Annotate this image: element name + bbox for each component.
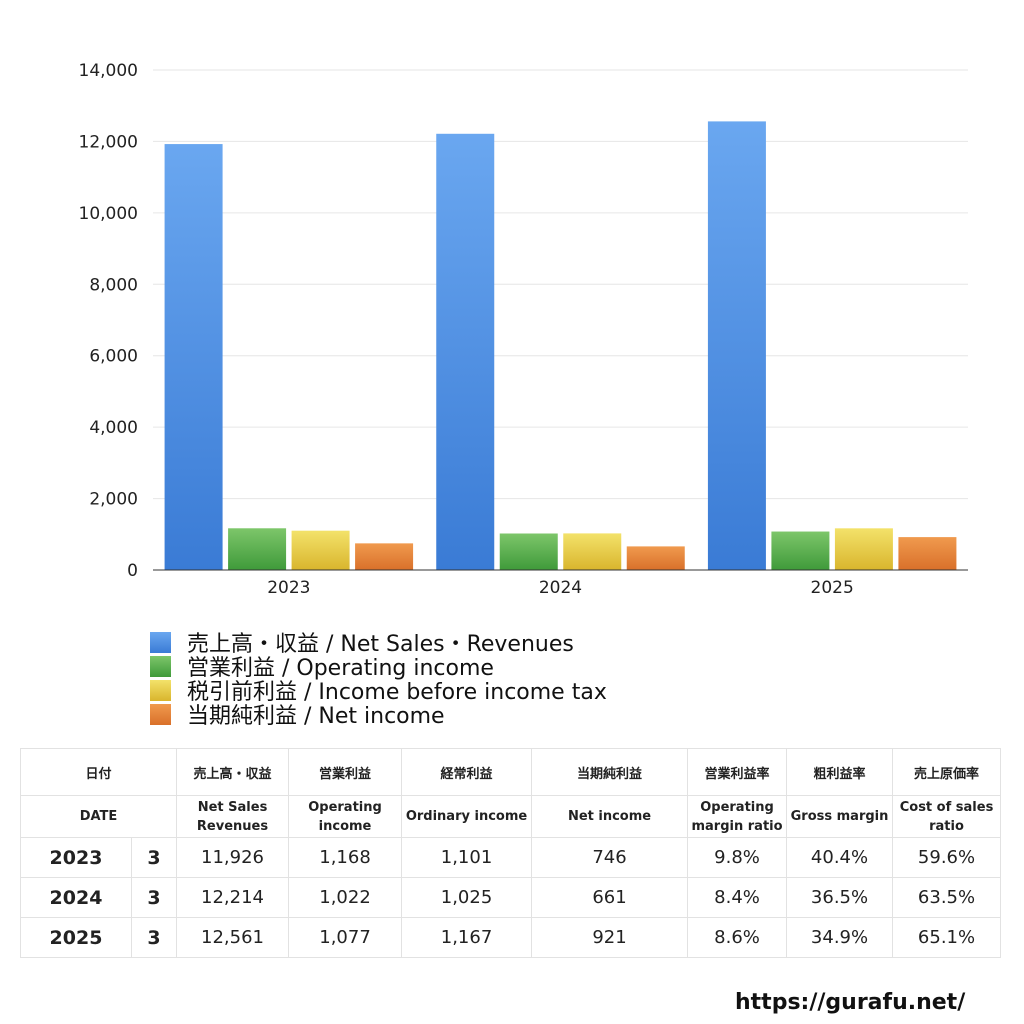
y-tick-label: 6,000: [89, 347, 138, 367]
header-operating-income-jp: 営業利益: [288, 748, 403, 796]
bar-net-income-2024: [626, 546, 685, 570]
cell-operating-income: 1,168: [288, 837, 403, 878]
row-year: 2024: [20, 877, 132, 918]
row-year: 2023: [20, 837, 132, 878]
cell-gross-margin: 36.5%: [786, 877, 894, 918]
bar-income-before-tax-2025: [834, 528, 893, 570]
cell-operating-margin: 8.4%: [687, 877, 788, 918]
cell-ordinary-income: 1,025: [401, 877, 533, 918]
cell-gross-margin: 40.4%: [786, 837, 894, 878]
header-date-jp: 日付: [19, 748, 178, 796]
x-tick-label: 2023: [267, 578, 310, 598]
cell-operating-income: 1,077: [288, 917, 403, 958]
bar-net-sales-2025: [707, 121, 766, 571]
y-tick-label: 12,000: [79, 132, 138, 152]
cell-net-sales: 12,214: [176, 877, 290, 918]
y-axis-ticks: 0 2,000 4,000 6,000 8,000 10,000 12,000 14,000: [79, 61, 138, 581]
row-year: 2025: [20, 917, 132, 958]
header-operating-margin-en: Operating margin ratio: [687, 795, 788, 838]
legend-item-income-before-tax: 税引前利益 / Income before income tax: [150, 678, 607, 705]
y-tick-label: 14,000: [79, 61, 138, 81]
table-header-en: DATE Net Sales Revenues Operating income…: [19, 795, 1002, 838]
cell-operating-margin: 9.8%: [687, 837, 788, 878]
bar-income-before-tax-2024: [563, 533, 622, 570]
bar-net-sales-2023: [164, 144, 223, 571]
cell-ordinary-income: 1,167: [401, 917, 533, 958]
header-gross-margin-en: Gross margin: [786, 795, 894, 838]
header-net-sales-en: Net Sales Revenues: [176, 795, 290, 838]
header-net-sales-jp: 売上高・収益: [176, 748, 290, 796]
cell-net-income: 661: [531, 877, 689, 918]
legend-label-operating-income: 営業利益 / Operating income: [187, 656, 494, 681]
bar-income-before-tax-2023: [291, 530, 350, 570]
header-operating-margin-jp: 営業利益率: [687, 748, 788, 796]
header-date-en: DATE: [19, 795, 178, 838]
cell-ordinary-income: 1,101: [401, 837, 533, 878]
bars: [164, 121, 957, 571]
financial-table: 日付 売上高・収益 営業利益 経常利益 当期純利益 営業利益率 粗利益率 売上原…: [19, 748, 1002, 958]
table-row: 2025 3 12,561 1,077 1,167 921 8.6% 34.9%…: [20, 917, 1002, 958]
cell-net-sales: 12,561: [176, 917, 290, 958]
bar-net-sales-2024: [436, 133, 495, 571]
x-tick-label: 2024: [539, 578, 582, 598]
bar-operating-income-2025: [771, 531, 830, 570]
y-tick-label: 4,000: [89, 418, 138, 438]
cell-net-sales: 11,926: [176, 837, 290, 878]
cell-gross-margin: 34.9%: [786, 917, 894, 958]
cell-cost-of-sales: 59.6%: [892, 837, 1002, 878]
legend-swatch-operating-income: [150, 655, 171, 677]
bar-operating-income-2023: [228, 528, 287, 570]
header-gross-margin-jp: 粗利益率: [786, 748, 894, 796]
cell-net-income: 746: [531, 837, 689, 878]
x-tick-label: 2025: [811, 578, 854, 598]
cell-cost-of-sales: 63.5%: [892, 877, 1002, 918]
table-header-jp: 日付 売上高・収益 営業利益 経常利益 当期純利益 営業利益率 粗利益率 売上原…: [19, 748, 1002, 796]
bar-net-income-2025: [898, 537, 957, 570]
row-month: 3: [130, 877, 178, 918]
legend-swatch-income-before-tax: [150, 679, 171, 701]
header-cost-of-sales-jp: 売上原価率: [892, 748, 1002, 796]
legend-item-net-income: 当期純利益 / Net income: [150, 702, 607, 729]
cell-net-income: 921: [531, 917, 689, 958]
legend-label-net-sales: 売上高・収益 / Net Sales・Revenues: [187, 632, 574, 657]
chart-legend: 売上高・収益 / Net Sales・Revenues 営業利益 / Opera…: [150, 630, 607, 729]
legend-swatch-net-sales: [150, 631, 171, 653]
y-tick-label: 0: [127, 561, 138, 581]
legend-item-net-sales: 売上高・収益 / Net Sales・Revenues: [150, 630, 607, 657]
cell-operating-margin: 8.6%: [687, 917, 788, 958]
y-tick-label: 2,000: [89, 490, 138, 510]
table-row: 2024 3 12,214 1,022 1,025 661 8.4% 36.5%…: [20, 877, 1002, 918]
header-operating-income-en: Operating income: [288, 795, 403, 838]
cell-operating-income: 1,022: [288, 877, 403, 918]
bar-chart: 02,0004,0006,0008,00010,00012,00014,000 …: [79, 61, 968, 598]
header-ordinary-income-en: Ordinary income: [401, 795, 533, 838]
y-tick-label: 8,000: [89, 275, 138, 295]
header-net-income-jp: 当期純利益: [531, 748, 689, 796]
bar-net-income-2023: [355, 543, 414, 570]
cell-cost-of-sales: 65.1%: [892, 917, 1002, 958]
y-tick-label: 10,000: [79, 204, 138, 224]
bar-operating-income-2024: [499, 533, 558, 570]
legend-label-income-before-tax: 税引前利益 / Income before income tax: [187, 680, 607, 705]
source-link[interactable]: https://gurafu.net/: [735, 990, 966, 1015]
legend-swatch-net-income: [150, 703, 171, 725]
header-net-income-en: Net income: [531, 795, 689, 838]
grid-lines: [153, 69, 968, 500]
x-axis-ticks: 2023 2024 2025: [267, 578, 854, 598]
header-cost-of-sales-en: Cost of sales ratio: [892, 795, 1002, 838]
legend-label-net-income: 当期純利益 / Net income: [187, 704, 445, 729]
row-month: 3: [130, 917, 178, 958]
header-ordinary-income-jp: 経常利益: [401, 748, 533, 796]
row-month: 3: [130, 837, 178, 878]
table-row: 2023 3 11,926 1,168 1,101 746 9.8% 40.4%…: [20, 837, 1002, 878]
legend-item-operating-income: 営業利益 / Operating income: [150, 654, 607, 681]
